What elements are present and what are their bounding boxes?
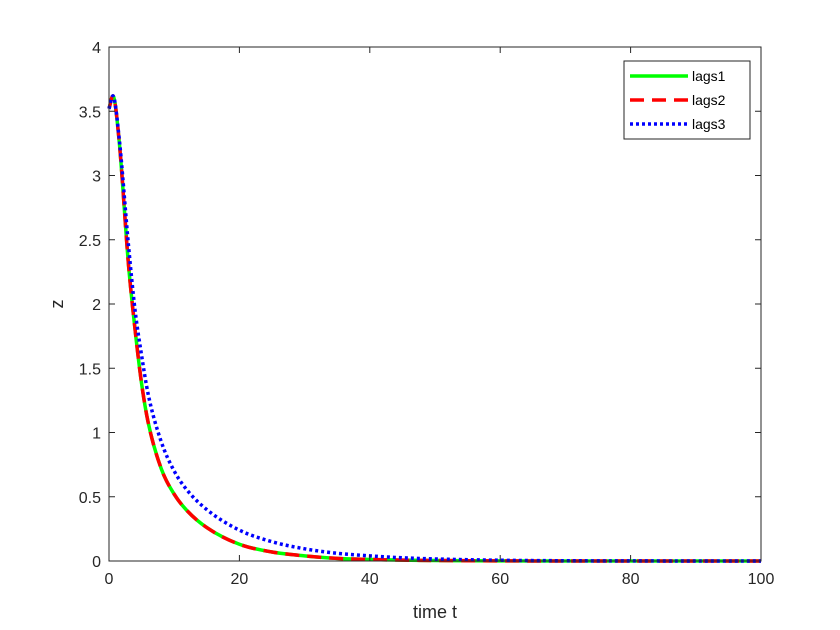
x-tick-label: 40 [361, 571, 379, 588]
y-tick-label: 2 [92, 297, 101, 314]
legend-label-lags1: lags1 [692, 68, 726, 84]
x-tick-label: 0 [105, 571, 114, 588]
ticks-layer: 0 20 40 60 80 100 0 0.5 1 1.5 2 2.5 3 3.5 4 [79, 40, 775, 588]
legend: lags1 lags2 lags3 [623, 60, 751, 140]
x-tick-label: 80 [622, 571, 640, 588]
y-axis-label: z [47, 300, 67, 309]
y-tick-label: 0.5 [79, 490, 101, 507]
y-tick-label: 2.5 [79, 233, 101, 250]
x-tick-label: 60 [491, 571, 509, 588]
y-tick-label: 0 [92, 554, 101, 571]
y-tick-label: 3 [92, 169, 101, 186]
y-tick-label: 1 [92, 426, 101, 443]
y-tick-label: 3.5 [79, 104, 101, 121]
legend-label-lags3: lags3 [692, 116, 726, 132]
x-tick-label: 100 [748, 571, 775, 588]
legend-label-lags2: lags2 [692, 92, 726, 108]
x-tick-label: 20 [231, 571, 249, 588]
y-tick-label: 4 [92, 40, 101, 57]
y-tick-label: 1.5 [79, 361, 101, 378]
legend-items: lags1 lags2 lags3 [630, 68, 726, 132]
x-axis-label: time t [413, 602, 457, 622]
